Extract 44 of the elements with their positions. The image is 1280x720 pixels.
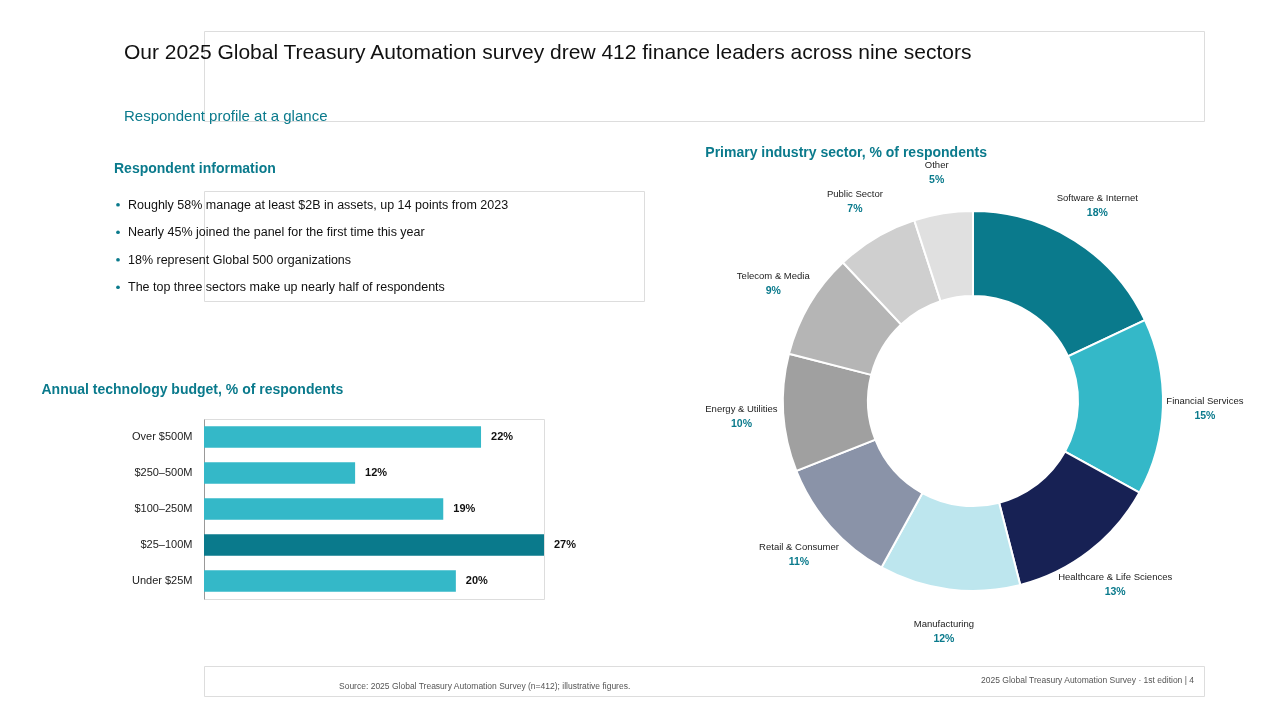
data-label: 18% — [1086, 206, 1109, 219]
text: Nearly 45% joined the panel for the first time this year — [128, 225, 425, 240]
data-label: 12% — [365, 466, 388, 478]
y-tick-label: $100–250M — [134, 502, 193, 514]
data-label: 22% — [491, 430, 514, 442]
data-label: 20% — [465, 574, 489, 586]
data-label: 9% — [765, 283, 782, 296]
slice-label: Software & Internet — [1056, 192, 1139, 204]
data-label: 19% — [453, 502, 476, 514]
slice-label: Energy & Utilities — [705, 402, 778, 414]
text: Our 2025 Global Treasury Automation survey drew 412 finance leaders across nine sectors — [124, 40, 972, 63]
source-note: Source: 2025 Global Treasury Automation Survey (n=412); illustrative figures. — [339, 681, 631, 691]
slice-label: Healthcare & Life Sciences — [1058, 571, 1173, 583]
text: 2025 Global Treasury Automation Survey · 1st edition | 4 — [981, 675, 1195, 685]
chart-title: Annual technology budget, % of respondents — [41, 381, 344, 397]
slice-label: Financial Services — [1166, 395, 1244, 407]
text: 18% represent Global 500 organizations — [128, 252, 352, 267]
data-label: 13% — [1104, 585, 1127, 598]
y-tick-label: $250–500M — [134, 466, 193, 478]
bar — [204, 426, 482, 448]
y-tick-label: Over $500M — [131, 430, 193, 442]
text: Respondent profile at a glance — [124, 107, 328, 124]
bar — [204, 570, 456, 592]
text: Roughly 58% manage at least $2B in assets, up 14 points from 2023 — [128, 197, 509, 212]
slice-label: Retail & Consumer — [759, 541, 839, 553]
text: Respondent information — [114, 160, 276, 176]
slice-label: Public Sector — [826, 188, 883, 200]
data-label: 11% — [788, 555, 810, 568]
chart-title: Primary industry sector, % of respondents — [705, 143, 988, 160]
slice-label: Other — [924, 158, 949, 170]
data-label: 7% — [847, 202, 864, 215]
text: The top three sectors make up nearly half of respondents — [128, 280, 445, 295]
data-label: 10% — [730, 416, 753, 429]
y-tick-label: $25–100M — [140, 538, 193, 550]
slice-label: Telecom & Media — [736, 269, 811, 281]
data-label: 15% — [1194, 409, 1217, 422]
bar — [204, 534, 544, 556]
bar — [204, 462, 356, 484]
slice-label: Manufacturing — [913, 618, 975, 630]
y-tick-label: Under $25M — [131, 574, 193, 586]
data-label: 27% — [554, 538, 577, 550]
bar — [204, 498, 444, 520]
data-label: 5% — [929, 172, 945, 185]
data-label: 12% — [933, 632, 956, 645]
